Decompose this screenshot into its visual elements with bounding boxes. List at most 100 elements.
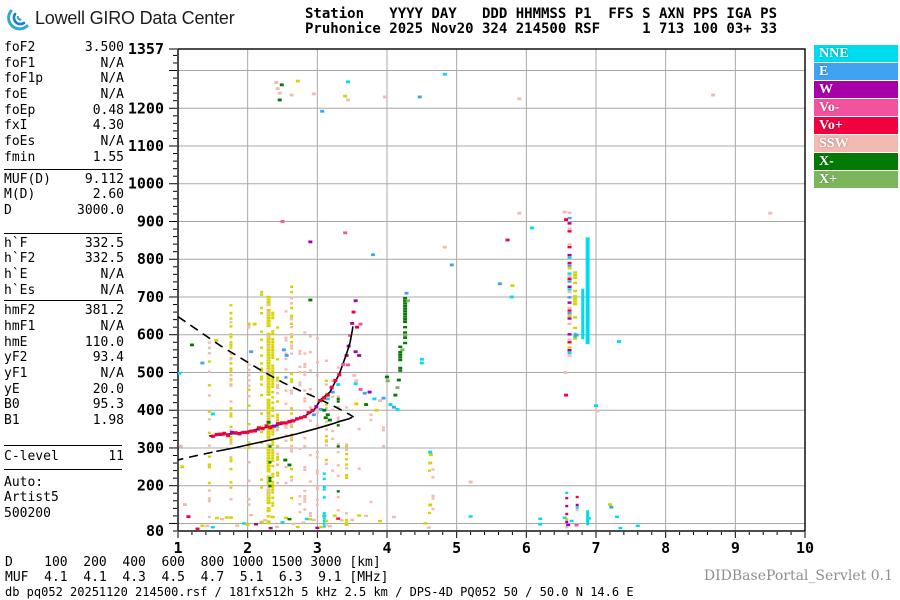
echo-dash — [266, 417, 271, 420]
echo-dash — [276, 386, 280, 390]
echo-dash — [266, 385, 271, 389]
echo-dash — [229, 333, 233, 336]
echo-dash — [276, 455, 280, 459]
echo-dash — [260, 383, 264, 386]
param-row: foF1p N/A — [4, 71, 124, 87]
echo-dash — [303, 500, 307, 503]
echo-dash — [298, 510, 302, 514]
o-trace-dot — [295, 417, 300, 421]
param-value: 20.0 — [92, 381, 124, 397]
echo-point — [609, 505, 614, 509]
echo-dash — [266, 393, 271, 396]
echo-dash — [336, 450, 340, 454]
echo-bar — [585, 237, 590, 345]
axis-ticks — [169, 48, 806, 538]
echo-dash — [298, 447, 302, 450]
echo-dash — [266, 521, 271, 525]
echo-dash — [266, 430, 271, 433]
autoscaling-line: Artist5 — [4, 490, 59, 506]
echo-dash — [298, 370, 302, 374]
legend-item-ssw: SSW — [814, 135, 898, 152]
echo-dash — [260, 430, 264, 434]
echo-dash — [575, 503, 579, 507]
param-label: h`Es — [4, 282, 36, 298]
echo-dash — [315, 472, 319, 475]
echo-dash — [266, 491, 271, 494]
echo-point — [327, 418, 332, 422]
echo-dash — [567, 341, 572, 344]
echo-dash — [567, 312, 572, 315]
echo-dash — [573, 316, 578, 319]
echo-point — [351, 310, 356, 314]
echo-dash — [271, 483, 275, 486]
echo-point — [277, 91, 282, 95]
echo-point — [354, 402, 359, 406]
echo-dash — [271, 406, 275, 410]
echo-dash — [336, 464, 340, 467]
echo-dash — [290, 322, 294, 325]
o-trace-dot — [341, 362, 346, 367]
echo-dash — [266, 301, 271, 304]
echo-dash — [336, 397, 340, 401]
echo-dash — [403, 312, 408, 316]
echo-dash — [345, 443, 349, 446]
echo-dash — [249, 513, 254, 517]
echo-dash — [284, 368, 288, 371]
echo-dash — [271, 454, 275, 457]
polarization-legend: NNE E W Vo- Vo+ SSW X- X+ — [814, 45, 898, 189]
echo-dash — [587, 517, 592, 520]
param-value: 95.3 — [92, 397, 124, 413]
echo-dash — [618, 526, 623, 530]
echo-dash — [207, 499, 211, 503]
echo-dash — [284, 310, 288, 313]
echo-dash — [336, 366, 340, 369]
echo-dash — [266, 412, 271, 415]
o-trace-dot — [291, 419, 296, 423]
echo-dash — [271, 382, 275, 386]
echo-dash — [268, 445, 272, 448]
param-label: B1 — [4, 413, 20, 429]
param-label: yF2 — [4, 350, 28, 366]
echo-dash — [573, 273, 578, 277]
echo-point — [353, 382, 358, 386]
echo-dash — [315, 503, 319, 507]
echo-dash — [229, 325, 233, 328]
echo-point — [374, 408, 379, 412]
echo-dash — [303, 489, 307, 493]
echo-dash — [303, 399, 307, 403]
echo-dash — [391, 515, 396, 519]
echo-dash — [268, 461, 272, 464]
echo-point — [372, 397, 377, 401]
echo-dash — [403, 304, 408, 308]
echo-point — [318, 408, 323, 411]
param-value: 3000.0 — [77, 202, 124, 218]
echo-dash — [336, 442, 340, 446]
echo-point — [358, 322, 363, 326]
echo-dash — [403, 341, 408, 345]
echo-point — [395, 386, 400, 389]
echo-dash — [247, 461, 251, 464]
echo-dash — [271, 472, 275, 476]
echo-dash — [290, 335, 294, 339]
echo-dash — [271, 501, 275, 505]
echo-dash — [266, 388, 271, 391]
echo-point — [357, 354, 362, 357]
o-trace-dot — [237, 432, 242, 436]
o-trace-dot — [275, 422, 280, 426]
echo-point — [428, 450, 433, 454]
echo-dash — [336, 509, 340, 512]
echo-dash — [229, 486, 233, 489]
echo-point — [367, 390, 372, 394]
echo-dash — [267, 311, 271, 314]
echo-dash — [567, 253, 572, 257]
param-label: hmE — [4, 334, 28, 350]
echo-dash — [315, 411, 319, 414]
echo-dash — [382, 444, 386, 448]
echo-dash — [229, 317, 233, 320]
echo-dash — [315, 526, 320, 530]
o-trace-dot — [306, 411, 311, 415]
echo-dash — [229, 312, 233, 315]
o-trace-dot — [245, 430, 250, 435]
echo-dash — [260, 393, 264, 397]
